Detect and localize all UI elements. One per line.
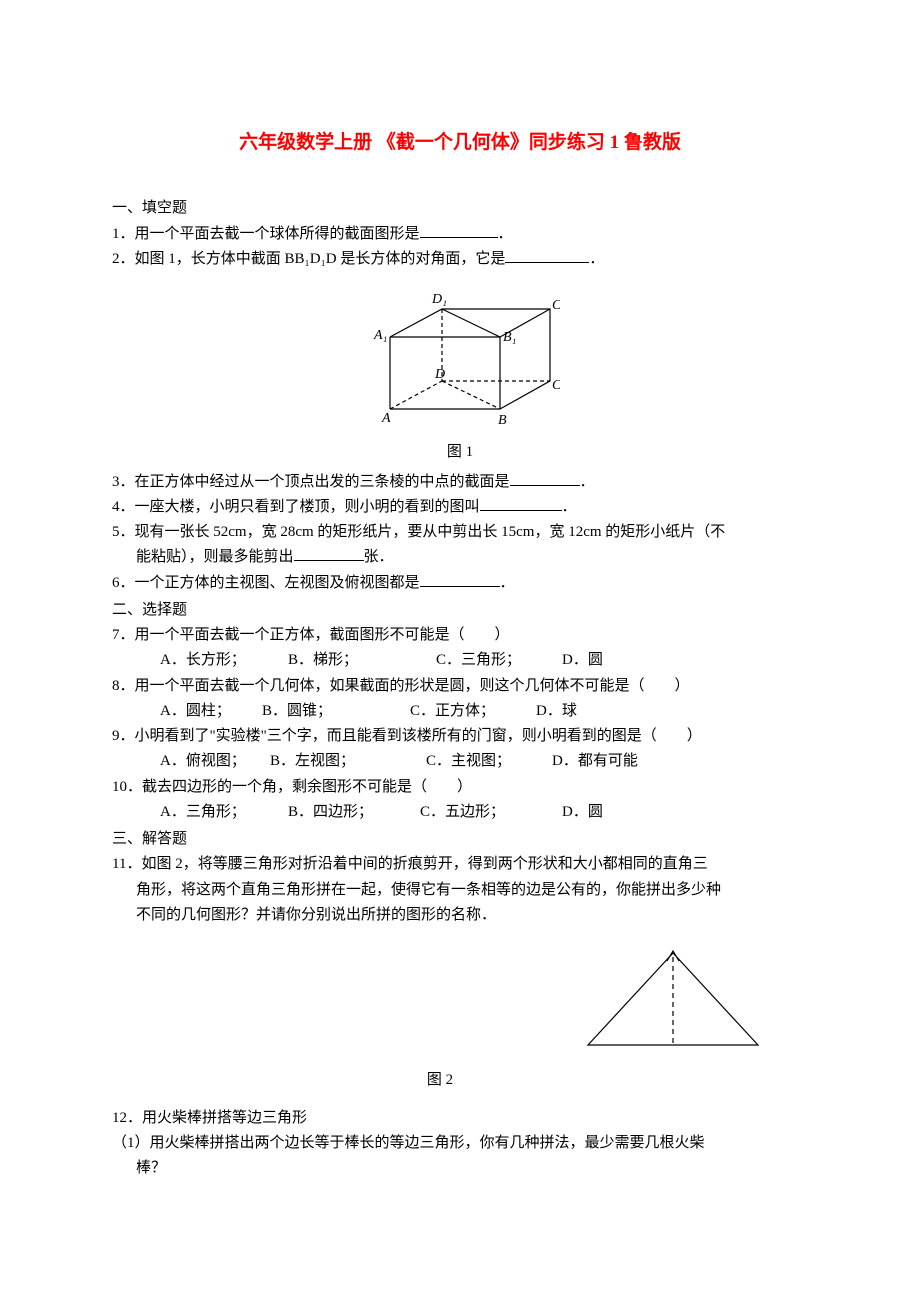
question-5-line2: 能粘贴），则最多能剪出 张． (112, 546, 808, 569)
q1-blank (420, 223, 498, 238)
q9-choice-d: D．都有可能 (552, 750, 638, 773)
label-B: B (498, 413, 507, 428)
q8-choice-c: C．正方体； (410, 700, 536, 723)
q7-choice-a: A．长方形； (160, 649, 288, 672)
question-4: 4．一座大楼，小明只看到了楼顶，则小明的看到的图叫 ． (112, 496, 808, 519)
question-5-line1: 5．现有一张长 52cm，宽 28cm 的矩形纸片，要从中剪出长 15cm，宽 … (112, 521, 808, 544)
question-10-choices: A．三角形；B．四边形；C．五边形；D．圆 (112, 801, 808, 824)
question-1: 1．用一个平面去截一个球体所得的截面图形是 ． (112, 223, 808, 246)
page-title: 六年级数学上册 《截一个几何体》同步练习 1 鲁教版 (112, 128, 808, 157)
q6-blank (420, 572, 500, 587)
section-3-header: 三、解答题 (112, 828, 808, 851)
q9-choice-b: B．左视图； (270, 750, 426, 773)
q8-choice-d: D．球 (536, 700, 577, 723)
q7-choice-d: D．圆 (562, 649, 603, 672)
q4-suffix: ． (562, 499, 577, 515)
triangle-diagram (578, 945, 768, 1055)
label-C1: C₁ (552, 298, 560, 313)
question-3: 3．在正方体中经过从一个顶点出发的三条棱的中点的截面是 ． (112, 471, 808, 494)
cuboid-diagram: A B C D A₁ B₁ C₁ D₁ (360, 279, 560, 429)
figure-2-caption: 图 2 (112, 1069, 768, 1092)
label-A: A (381, 411, 391, 426)
question-8-stem: 8．用一个平面去截一个几何体，如果截面的形状是圆，则这个几何体不可能是（ ） (112, 675, 808, 698)
q10-choice-a: A．三角形； (160, 801, 288, 824)
question-2: 2．如图 1，长方体中截面 BB₁D₁D 是长方体的对角面，它是 ． (112, 248, 808, 271)
q4-blank (480, 496, 562, 511)
figure-2: 图 2 (112, 945, 808, 1093)
q3-text: 3．在正方体中经过从一个顶点出发的三条棱的中点的截面是 (112, 474, 510, 490)
question-11-line2: 角形，将这两个直角三角形拼在一起，使得它有一条相等的边是公有的，你能拼出多少种 (112, 879, 808, 902)
question-7-choices: A．长方形；B．梯形；C．三角形；D．圆 (112, 649, 808, 672)
q7-choice-c: C．三角形； (436, 649, 562, 672)
section-2-header: 二、选择题 (112, 599, 808, 622)
section-1-header: 一、填空题 (112, 197, 808, 220)
q2-text: 2．如图 1，长方体中截面 BB₁D₁D 是长方体的对角面，它是 (112, 251, 505, 267)
question-9-choices: A．俯视图；B．左视图；C．主视图；D．都有可能 (112, 750, 808, 773)
label-C: C (552, 378, 560, 393)
q2-suffix: ． (589, 251, 604, 267)
question-9-stem: 9．小明看到了"实验楼"三个字，而且能看到该楼所有的门窗，则小明看到的图是（ ） (112, 725, 808, 748)
question-12-sub1-l2: 棒？ (112, 1157, 808, 1180)
q1-suffix: ． (498, 226, 513, 242)
label-D: D (434, 367, 445, 382)
q5-blank (294, 546, 364, 561)
q10-choice-d: D．圆 (562, 801, 603, 824)
label-B1: B₁ (503, 330, 516, 345)
q3-suffix: ． (580, 474, 595, 490)
q6-suffix: ． (500, 575, 515, 591)
q5-l2-prefix: 能粘贴），则最多能剪出 (136, 549, 294, 565)
q1-text: 1．用一个平面去截一个球体所得的截面图形是 (112, 226, 420, 242)
q10-choice-c: C．五边形； (420, 801, 562, 824)
q5-l2-suffix: 张． (364, 549, 394, 565)
question-10-stem: 10．截去四边形的一个角，剩余图形不可能是（ ） (112, 776, 808, 799)
label-A1: A₁ (373, 328, 387, 343)
figure-1-caption: 图 1 (112, 441, 808, 464)
question-7-stem: 7．用一个平面去截一个正方体，截面图形不可能是（ ） (112, 624, 808, 647)
q4-text: 4．一座大楼，小明只看到了楼顶，则小明的看到的图叫 (112, 499, 480, 515)
question-8-choices: A．圆柱；B．圆锥；C．正方体；D．球 (112, 700, 808, 723)
q3-blank (510, 471, 580, 486)
question-11-line3: 不同的几何图形？并请你分别说出所拼的图形的名称． (112, 904, 808, 927)
q8-choice-a: A．圆柱； (160, 700, 262, 723)
q9-choice-a: A．俯视图； (160, 750, 270, 773)
q9-choice-c: C．主视图； (426, 750, 552, 773)
figure-1: A B C D A₁ B₁ C₁ D₁ (112, 279, 808, 437)
question-12-sub1-l1: （1）用火柴棒拼搭出两个边长等于棒长的等边三角形，你有几种拼法，最少需要几根火柴 (112, 1132, 808, 1155)
q8-choice-b: B．圆锥； (262, 700, 410, 723)
q6-text: 6．一个正方体的主视图、左视图及俯视图都是 (112, 575, 420, 591)
q2-blank (505, 248, 589, 263)
q7-choice-b: B．梯形； (288, 649, 436, 672)
label-D1: D₁ (431, 292, 447, 307)
question-12-stem: 12．用火柴棒拼搭等边三角形 (112, 1107, 808, 1130)
question-6: 6．一个正方体的主视图、左视图及俯视图都是 ． (112, 572, 808, 595)
q10-choice-b: B．四边形； (288, 801, 420, 824)
question-11-line1: 11．如图 2，将等腰三角形对折沿着中间的折痕剪开，得到两个形状和大小都相同的直… (112, 853, 808, 876)
